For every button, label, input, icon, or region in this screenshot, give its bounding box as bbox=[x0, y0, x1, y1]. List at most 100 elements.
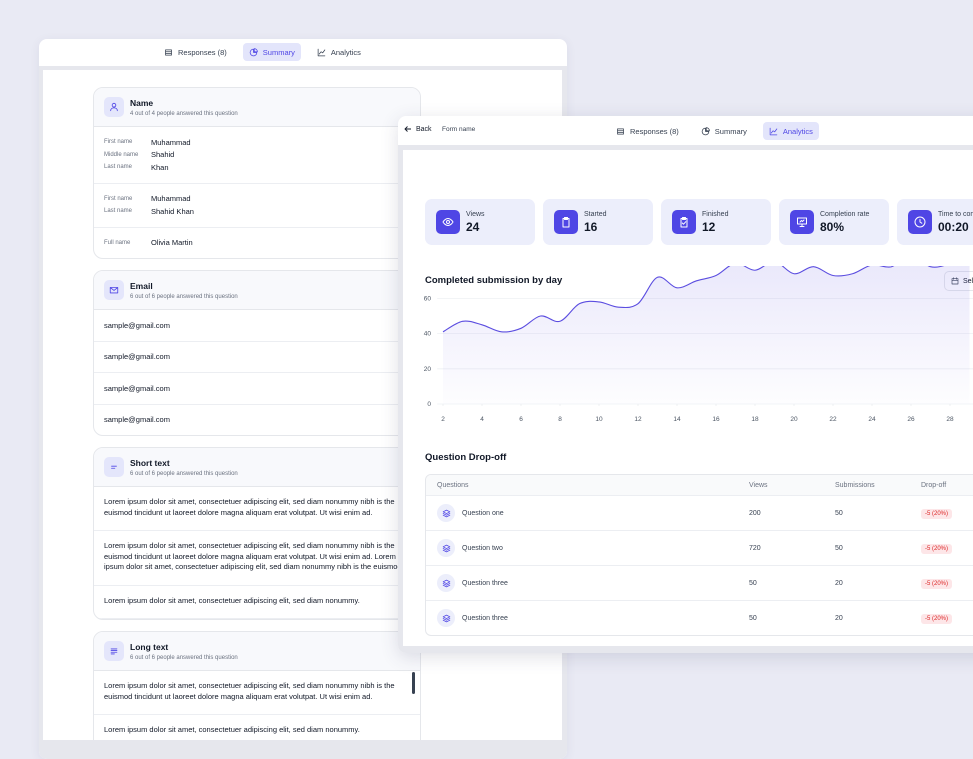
column-header: Questions bbox=[437, 481, 469, 489]
table-cell: 50 bbox=[835, 544, 843, 552]
x-tick-label: 20 bbox=[790, 416, 798, 423]
table-cell: 200 bbox=[749, 509, 761, 517]
icon bbox=[680, 217, 688, 228]
table-row[interactable]: Question one 200 50 -5 (20%) bbox=[426, 496, 973, 531]
tab[interactable]: Summary bbox=[695, 122, 753, 140]
icon bbox=[914, 216, 926, 228]
x-tick-label: 26 bbox=[907, 416, 915, 423]
question-card: Email 6 out of 6 people answered this que… bbox=[93, 270, 421, 436]
icon-shape bbox=[110, 102, 118, 112]
stat-label: Views bbox=[466, 210, 485, 218]
table-cell: 50 bbox=[749, 579, 757, 587]
stat-card: Finished 12 bbox=[661, 199, 771, 245]
stat-text: Finished 12 bbox=[702, 211, 728, 234]
icon bbox=[109, 287, 119, 294]
stats-row: Views 24 Started 16 Finished 12 Completion rat… bbox=[425, 199, 973, 245]
table-row[interactable]: Question three 50 20 -5 (20%) bbox=[426, 566, 973, 601]
card-heading: Short text 6 out of 6 people answered thi… bbox=[130, 458, 238, 477]
page: Responses (8) Summary Analytics Name 4 out … bbox=[39, 39, 973, 759]
analytics-content: Views 24 Started 16 Finished 12 Completion rat… bbox=[403, 150, 973, 646]
question-cell: Question two bbox=[426, 539, 749, 557]
card-icon bbox=[104, 457, 124, 477]
card-title: Long text bbox=[130, 641, 169, 652]
card-title: Name bbox=[130, 97, 154, 108]
stat-icon bbox=[672, 210, 696, 234]
x-tick-label: 10 bbox=[595, 416, 603, 423]
answer: Lorem ipsum dolor sit amet, consectetuer… bbox=[94, 671, 420, 715]
icon-shape bbox=[249, 47, 258, 56]
icon bbox=[110, 648, 118, 655]
stat-label: Completion rate bbox=[820, 210, 870, 218]
tab[interactable]: Analytics bbox=[311, 43, 367, 61]
icon-shape bbox=[110, 648, 118, 655]
card-header: Name 4 out of 4 people answered this ques… bbox=[94, 88, 420, 127]
table-cell: 20 bbox=[835, 579, 843, 587]
stat-text: Views 24 bbox=[466, 211, 485, 234]
stat-label: Finished bbox=[702, 210, 729, 218]
stat-value: 00:20 bbox=[938, 219, 969, 234]
icon-shape bbox=[680, 217, 688, 228]
question-name: Question three bbox=[462, 579, 508, 587]
tab-bar: Responses (8) Summary Analytics bbox=[158, 43, 367, 61]
icon bbox=[442, 579, 450, 587]
field-label: First name bbox=[104, 195, 133, 202]
field-row: First name Muhammad bbox=[104, 136, 410, 149]
icon bbox=[442, 614, 450, 622]
table: Questions Views Submissions Drop-off Questio… bbox=[425, 474, 973, 636]
icon-shape bbox=[797, 217, 807, 227]
tab[interactable]: Responses (8) bbox=[158, 43, 233, 61]
x-tick-label: 4 bbox=[480, 416, 484, 423]
x-tick-label: 14 bbox=[673, 416, 681, 423]
x-tick-label: 18 bbox=[751, 416, 759, 423]
dropoff-cell: -5 (20%) bbox=[921, 578, 953, 589]
icon-shape bbox=[165, 49, 172, 55]
card-header: Long text 6 out of 6 people answered this… bbox=[94, 632, 420, 671]
dropoff-cell: -5 (20%) bbox=[921, 613, 953, 624]
x-tick-label: 28 bbox=[946, 416, 954, 423]
tab[interactable]: Responses (8) bbox=[610, 122, 685, 140]
dropoff-badge: -5 (20%) bbox=[921, 543, 953, 554]
answer: Lorem ipsum dolor sit amet, consectetuer… bbox=[94, 531, 420, 586]
table-row[interactable]: Question three 50 20 -5 (20%) bbox=[426, 601, 973, 635]
icon bbox=[111, 465, 117, 469]
card-subtitle: 6 out of 6 people answered this question bbox=[130, 654, 238, 661]
card-subtitle: 4 out of 4 people answered this question bbox=[130, 110, 238, 117]
icon bbox=[442, 509, 450, 517]
card-heading: Long text 6 out of 6 people answered this… bbox=[130, 642, 238, 661]
icon bbox=[769, 127, 778, 135]
field-value: Muhammad bbox=[151, 137, 191, 147]
card-heading: Name 4 out of 4 people answered this ques… bbox=[130, 98, 238, 117]
table-cell: 720 bbox=[749, 544, 761, 552]
field-value: Muhammad bbox=[151, 194, 191, 204]
column-header: Submissions bbox=[835, 481, 875, 489]
icon bbox=[110, 102, 118, 112]
analytics-window: Back Form name Responses (8) Summary Analy… bbox=[398, 116, 973, 653]
tab[interactable]: Summary bbox=[242, 43, 301, 61]
question-icon bbox=[437, 504, 455, 522]
stat-value: 12 bbox=[702, 219, 716, 234]
stat-card: Started 16 bbox=[543, 199, 653, 245]
question-name: Question one bbox=[462, 509, 504, 517]
stat-icon bbox=[436, 210, 460, 234]
answer: sample@gmail.com bbox=[104, 415, 170, 425]
field-row: Full name Olivia Martin bbox=[104, 237, 410, 250]
card-heading: Email 6 out of 6 people answered this que… bbox=[130, 281, 238, 300]
stat-card: Time to completion00:20 bbox=[897, 199, 973, 245]
back-button[interactable]: Back bbox=[404, 125, 432, 133]
answer: Lorem ipsum dolor sit amet, consectetuer… bbox=[94, 715, 420, 740]
icon bbox=[249, 47, 258, 56]
scrollbar[interactable] bbox=[412, 672, 415, 694]
icon-shape bbox=[109, 287, 119, 294]
tab[interactable]: Analytics bbox=[762, 122, 819, 140]
field-value: Olivia Martin bbox=[151, 238, 193, 248]
icon bbox=[701, 126, 710, 135]
icon bbox=[442, 218, 454, 226]
x-tick-label: 2 bbox=[441, 416, 445, 423]
icon-shape bbox=[442, 579, 450, 587]
table-row[interactable]: Question two 720 50 -5 (20%) bbox=[426, 531, 973, 566]
icon bbox=[617, 128, 624, 134]
back-label: Back bbox=[416, 125, 432, 133]
card-header: Email 6 out of 6 people answered this que… bbox=[94, 271, 420, 310]
stat-label: Started bbox=[584, 210, 607, 218]
y-tick-label: 80 bbox=[424, 266, 432, 267]
